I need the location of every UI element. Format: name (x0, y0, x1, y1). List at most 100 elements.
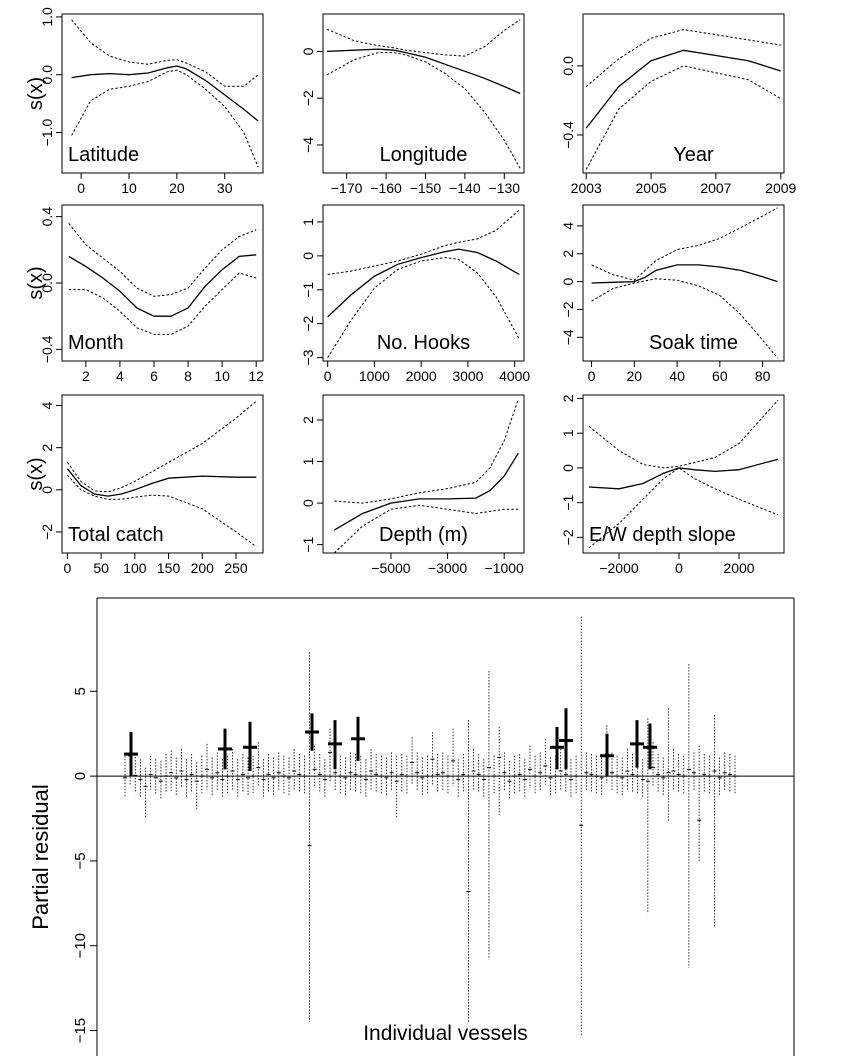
confidence-band-lower (68, 272, 257, 335)
confidence-band-lower (71, 69, 259, 168)
x-tick-label: −160 (370, 180, 402, 196)
x-tick-label: 0 (324, 368, 332, 384)
y-tick-label: 0 (560, 278, 576, 286)
panel-longitude: −170 −160 −150 −140 −130 −4 −2 0 Longitude (300, 13, 525, 196)
x-tick-label: 250 (224, 560, 248, 576)
y-tick-label: −1.0 (39, 118, 55, 146)
confidence-band-upper (585, 29, 781, 87)
y-tick-label: 0.4 (39, 207, 55, 227)
x-tick-label: 8 (184, 368, 192, 384)
smooth-fit-line (71, 65, 259, 122)
x-tick-label: 0 (675, 560, 683, 576)
confidence-band-upper (326, 19, 521, 57)
y-tick-label: −0.4 (39, 335, 55, 363)
y-tick-label: −5 (72, 852, 89, 869)
y-tick-label: 0 (300, 47, 316, 55)
x-tick-label: 2005 (636, 180, 667, 196)
highlighted-vessels (124, 708, 657, 777)
confidence-band-upper (66, 400, 257, 493)
confidence-band-upper (68, 222, 257, 297)
y-tick-label: 0 (300, 499, 316, 507)
y-tick-label: −10 (72, 933, 89, 958)
panel-month: 2 4 6 8 10 12 −0.4 0.0 0.4 Month s(x) (25, 204, 264, 384)
y-axis-label: s(x) (25, 266, 47, 299)
x-tick-label: 60 (712, 368, 728, 384)
confidence-band-lower (588, 467, 779, 549)
x-tick-label: 3000 (452, 368, 483, 384)
y-tick-label: 4 (560, 222, 576, 230)
y-tick-label: 0 (300, 252, 316, 260)
confidence-band-upper (334, 399, 519, 504)
x-tick-label: 12 (248, 368, 264, 384)
confidence-band-lower (327, 257, 520, 358)
y-tick-label: 0 (39, 486, 55, 494)
y-tick-label: 2 (300, 416, 316, 424)
y-tick-label: −0.4 (560, 121, 576, 149)
vessel-intervals (123, 616, 737, 1036)
x-tick-label: 0 (588, 368, 596, 384)
y-tick-label: −4 (560, 329, 576, 345)
panel-frame (322, 13, 525, 174)
x-tick-label: −170 (331, 180, 363, 196)
x-tick-label: 2000 (723, 560, 754, 576)
x-tick-label: 2007 (700, 180, 731, 196)
y-tick-label: 0 (72, 772, 89, 780)
y-tick-label: 0 (560, 464, 576, 472)
x-tick-label: −150 (410, 180, 442, 196)
smooth-fit-line (327, 248, 520, 318)
panel-covariate-label: Soak time (649, 332, 738, 354)
confidence-band-upper (591, 207, 778, 281)
confidence-band-lower (333, 504, 519, 554)
y-tick-label: 0.0 (39, 273, 55, 293)
x-tick-label: −3000 (428, 560, 468, 576)
smooth-fit-line (68, 254, 257, 317)
x-tick-label: 20 (627, 368, 643, 384)
panel-depth-m: −5000 −3000 −1000 −1 0 1 2 Depth (m) (300, 394, 525, 576)
panel-covariate-label: E/W depth slope (589, 524, 736, 546)
x-tick-label: 150 (157, 560, 181, 576)
confidence-band-lower (585, 65, 782, 170)
x-tick-label: −5000 (371, 560, 411, 576)
x-tick-label: 30 (217, 180, 233, 196)
y-tick-label: 2 (39, 444, 55, 452)
panel-frame (322, 394, 525, 554)
x-tick-label: 10 (121, 180, 137, 196)
panel-frame (61, 13, 264, 174)
y-tick-label: 0.0 (560, 56, 576, 76)
y-axis-label: Partial residual (28, 784, 53, 930)
y-tick-label: −3 (300, 349, 316, 365)
confidence-band-lower (67, 474, 257, 548)
y-tick-label: −2 (300, 90, 316, 106)
y-tick-label: 2 (560, 250, 576, 258)
smooth-fit-line (333, 452, 519, 531)
x-tick-label: 2003 (571, 180, 602, 196)
panel-covariate-label: Latitude (68, 144, 139, 166)
y-tick-label: 1 (300, 457, 316, 465)
x-tick-label: −140 (449, 180, 481, 196)
x-tick-label: 4000 (499, 368, 530, 384)
y-tick-label: 1 (300, 218, 316, 226)
x-tick-label: 10 (214, 368, 230, 384)
panel-year: 2003 2005 2007 2009 −0.4 0.0 Year (560, 13, 797, 196)
y-tick-label: −2 (560, 301, 576, 317)
y-tick-label: −2 (39, 524, 55, 540)
panel-covariate-label: Longitude (380, 144, 468, 166)
x-tick-label: 200 (191, 560, 215, 576)
panel-no-hooks: 0 1000 2000 3000 4000 −3 −2 −1 0 1 No. Hooks (300, 204, 530, 384)
panel-e-w-depth-slope: −2000 0 2000 −2 −1 0 1 2 E/W depth slope (560, 394, 785, 576)
x-tick-label: 0 (63, 560, 71, 576)
panel-covariate-label: No. Hooks (377, 332, 470, 354)
y-tick-label: −2 (300, 316, 316, 332)
y-axis-label: s(x) (25, 457, 47, 490)
smooth-fit-line (66, 468, 257, 497)
y-tick-label: 5 (72, 687, 89, 695)
smooth-fit-line (588, 458, 779, 490)
panel-covariate-label: Year (673, 144, 714, 166)
panel-soak-time: 0 20 40 60 80 −4 −2 0 2 4 Soak time (560, 204, 785, 384)
confidence-band-lower (326, 52, 521, 169)
confidence-band-upper (71, 19, 259, 87)
x-tick-label: −130 (489, 180, 521, 196)
y-tick-label: −2 (560, 529, 576, 545)
x-axis-label: Individual vessels (363, 1022, 528, 1045)
confidence-band-upper (588, 399, 779, 469)
